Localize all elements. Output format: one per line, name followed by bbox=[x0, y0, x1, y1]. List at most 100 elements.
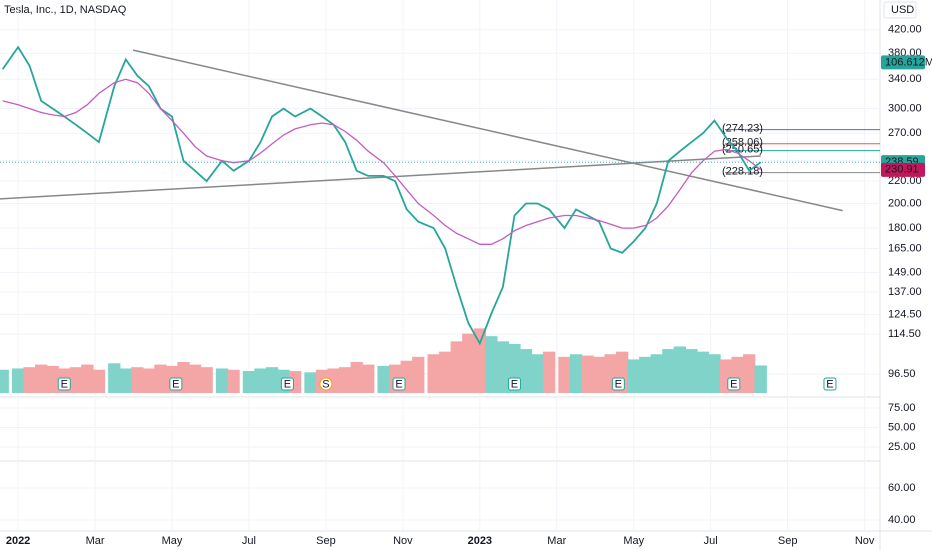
volume-bar bbox=[131, 367, 144, 393]
event-label: E bbox=[615, 378, 622, 390]
volume-bar bbox=[754, 365, 767, 393]
volume-bar bbox=[542, 351, 556, 393]
event-marker bbox=[280, 377, 294, 391]
event-label: E bbox=[284, 378, 291, 390]
event-label: E bbox=[730, 378, 737, 390]
volume-bar bbox=[685, 349, 698, 393]
x-tick-label: Jul bbox=[704, 535, 718, 547]
volume-bar bbox=[581, 355, 594, 393]
volume-bar bbox=[242, 371, 256, 393]
y-tick-label: 124.50 bbox=[888, 308, 922, 320]
volume-bar bbox=[0, 369, 9, 393]
volume-bar bbox=[200, 367, 213, 393]
volume-bar bbox=[154, 364, 167, 393]
volume-bar bbox=[188, 364, 202, 393]
volume-bar bbox=[592, 356, 606, 393]
volume-bar bbox=[350, 362, 363, 393]
x-tick-label: Nov bbox=[393, 535, 413, 547]
level-label: (274.23) bbox=[722, 122, 763, 134]
x-tick-label: Sep bbox=[778, 535, 798, 547]
volume-bar bbox=[662, 349, 675, 393]
x-tick-label: Mar bbox=[547, 535, 566, 547]
volume-bar bbox=[81, 364, 94, 393]
y-tick-label: 220.00 bbox=[888, 175, 922, 187]
x-tick-label: 2022 bbox=[6, 535, 30, 547]
x-tick-label: May bbox=[623, 535, 644, 547]
y-tick-label: 114.50 bbox=[888, 328, 921, 340]
y-tick-label: 25.00 bbox=[888, 441, 916, 453]
x-tick-label: 2023 bbox=[468, 535, 492, 547]
volume-bar bbox=[377, 365, 390, 393]
volume-bar bbox=[427, 354, 440, 393]
x-tick-label: Mar bbox=[86, 535, 105, 547]
volume-bar bbox=[473, 328, 486, 393]
volume-tag-box bbox=[881, 55, 925, 70]
volume-bar bbox=[696, 351, 710, 393]
chart-title: Tesla, Inc., 1D, NASDAQ bbox=[4, 4, 127, 16]
x-tick-label: Nov bbox=[855, 535, 875, 547]
ma-tag-box bbox=[881, 162, 925, 177]
event-marker bbox=[57, 377, 71, 391]
volume-bar bbox=[743, 354, 756, 393]
volume-bar bbox=[627, 359, 640, 393]
volume-bar bbox=[439, 351, 452, 393]
volume-bar bbox=[142, 368, 156, 393]
event-marker bbox=[611, 377, 625, 391]
volume-bar bbox=[519, 349, 533, 393]
y-tick-label: 40.00 bbox=[888, 514, 916, 526]
event-marker bbox=[169, 377, 183, 391]
volume-bar bbox=[485, 336, 498, 393]
ma-tag: 230.91 bbox=[885, 164, 919, 176]
volume-bar bbox=[23, 367, 36, 393]
volume-bar bbox=[338, 367, 352, 393]
event-label: E bbox=[172, 378, 179, 390]
event-marker bbox=[727, 377, 741, 391]
event-label: E bbox=[511, 378, 518, 390]
y-tick-label: 200.00 bbox=[888, 197, 922, 209]
volume-bar bbox=[531, 354, 544, 393]
volume-bar bbox=[46, 365, 59, 393]
x-tick-label: Jul bbox=[242, 535, 256, 547]
level-label: (250.65) bbox=[722, 144, 763, 156]
volume-bar bbox=[569, 354, 583, 393]
trendline bbox=[132, 49, 843, 212]
event-label: S bbox=[322, 378, 329, 390]
volume-bar bbox=[462, 333, 475, 393]
y-tick-label: 60.00 bbox=[888, 482, 916, 494]
y-tick-label: 340.00 bbox=[888, 73, 922, 85]
event-label: E bbox=[826, 378, 833, 390]
y-tick-label: 50.00 bbox=[888, 421, 916, 433]
volume-bar bbox=[639, 356, 652, 393]
y-tick-label: 420.00 bbox=[888, 24, 922, 36]
y-tick-label: 96.50 bbox=[888, 368, 916, 380]
volume-bar bbox=[412, 356, 425, 393]
event-marker bbox=[319, 377, 333, 391]
price-line bbox=[1, 45, 762, 346]
event-label: E bbox=[61, 378, 68, 390]
volume-bar bbox=[708, 354, 721, 393]
y-tick-label: 180.00 bbox=[888, 222, 922, 234]
trendline bbox=[0, 155, 761, 200]
volume-bar bbox=[558, 356, 571, 393]
volume-bar bbox=[11, 368, 25, 393]
volume-bar bbox=[362, 364, 375, 393]
event-marker bbox=[392, 377, 406, 391]
volume-bar bbox=[119, 368, 132, 393]
volume-bar bbox=[650, 354, 663, 393]
volume-bar bbox=[227, 369, 240, 393]
y-tick-label: 149.00 bbox=[888, 266, 922, 278]
volume-bar bbox=[304, 372, 317, 393]
volume-tag: 106.612M bbox=[885, 56, 932, 68]
event-marker bbox=[823, 377, 837, 391]
event-marker bbox=[507, 377, 521, 391]
volume-bar bbox=[496, 341, 510, 393]
y-tick-label: 300.00 bbox=[888, 102, 922, 114]
volume-bar bbox=[215, 368, 229, 393]
volume-bar bbox=[673, 346, 687, 393]
volume-bar bbox=[450, 341, 463, 393]
volume-bar bbox=[92, 369, 106, 393]
volume-bar bbox=[35, 364, 48, 393]
